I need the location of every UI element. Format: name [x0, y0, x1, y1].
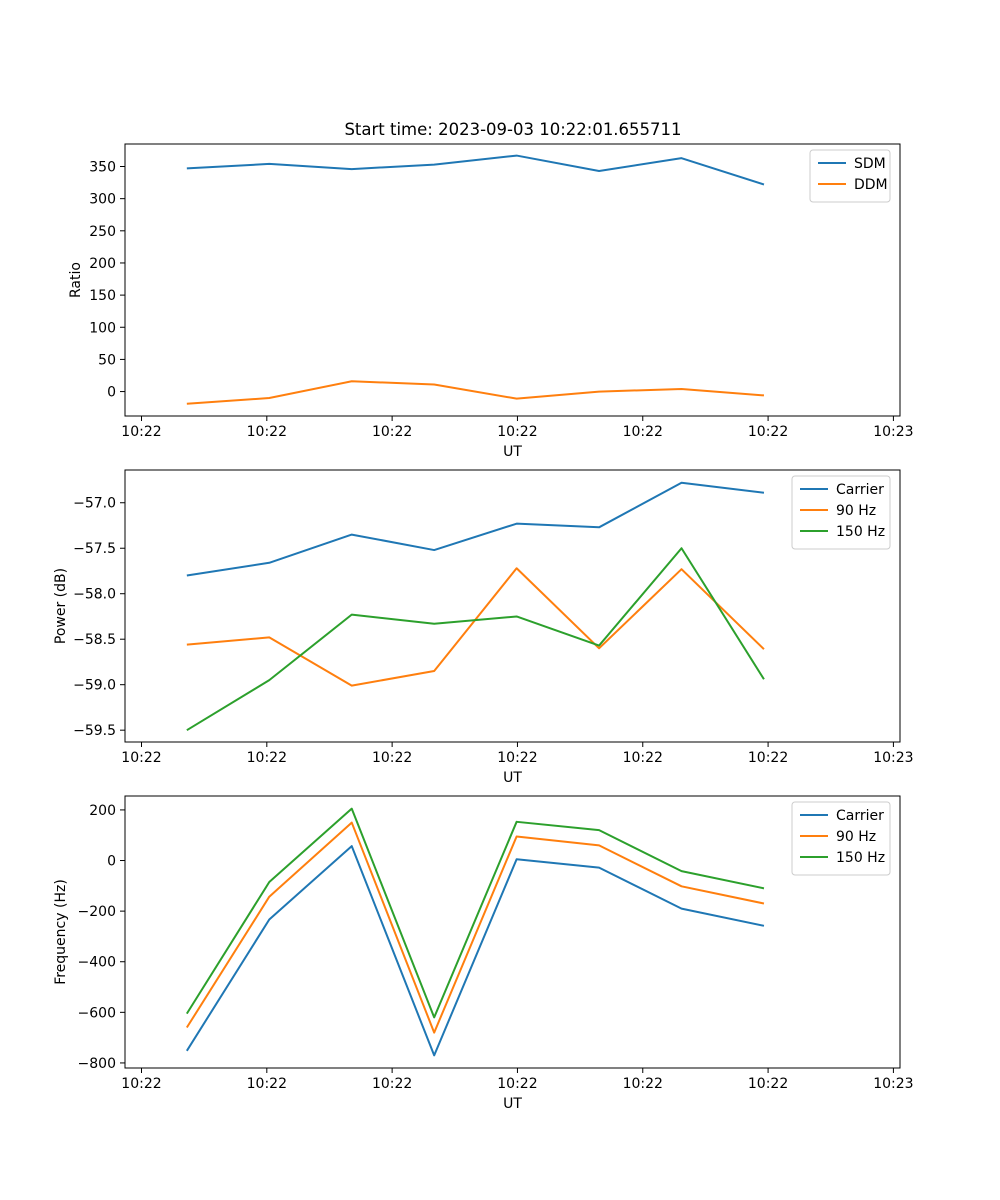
x-axis-label: UT	[503, 770, 522, 786]
y-tick-label: 0	[107, 385, 116, 401]
x-tick-label: 10:22	[247, 424, 287, 440]
figure-title: Start time: 2023-09-03 10:22:01.655711	[344, 120, 681, 139]
x-tick-label: 10:22	[372, 750, 412, 766]
axes-frame	[124, 795, 901, 1069]
legend: Carrier 90 Hz 150 Hz	[791, 801, 891, 876]
legend-label: SDM	[854, 156, 886, 172]
x-tick-label: 10:22	[372, 424, 412, 440]
y-tick-label: 200	[89, 256, 116, 272]
legend-label: 90 Hz	[836, 829, 876, 845]
legend: Carrier 90 Hz 150 Hz	[791, 475, 891, 550]
x-tick-label: 10:22	[748, 424, 788, 440]
x-tick-label: 10:22	[623, 1076, 663, 1092]
axes-frame	[124, 469, 901, 743]
y-tick-label: −59.0	[73, 678, 116, 694]
y-tick-label: −200	[78, 904, 116, 920]
x-tick-label: 10:22	[121, 750, 161, 766]
x-axis-label: UT	[503, 444, 522, 460]
y-tick-label: −57.5	[73, 541, 116, 557]
subplots: 10:22 10:22 10:22 10:22 10:22 10:22 10:23 0 50 10…	[53, 143, 914, 1112]
subplot-2: 10:22 10:22 10:22 10:22 10:22 10:22 10:23 −59.5…	[53, 469, 914, 786]
x-tick-label: 10:23	[873, 750, 913, 766]
x-tick-label: 10:23	[873, 424, 913, 440]
series-line-150-hz	[185, 807, 765, 1019]
series-line-sdm	[186, 154, 765, 186]
x-tick-label: 10:22	[497, 1076, 537, 1092]
x-tick-label: 10:22	[748, 750, 788, 766]
y-tick-label: −57.0	[73, 496, 116, 512]
x-tick-label: 10:22	[623, 424, 663, 440]
legend-label: Carrier	[836, 808, 884, 824]
y-tick-label: −59.5	[73, 723, 116, 739]
y-axis-label: Ratio	[68, 262, 84, 298]
x-tick-label: 10:22	[623, 750, 663, 766]
x-axis-label: UT	[503, 1096, 522, 1112]
x-tick-label: 10:22	[748, 1076, 788, 1092]
legend-label: Carrier	[836, 482, 884, 498]
y-tick-label: 200	[89, 803, 116, 819]
series-line-90-hz	[185, 821, 765, 1034]
subplot-1: 10:22 10:22 10:22 10:22 10:22 10:22 10:23 0 50 10…	[68, 143, 914, 460]
y-tick-label: −58.0	[73, 587, 116, 603]
y-tick-label: 300	[89, 192, 116, 208]
y-tick-label: 100	[89, 320, 116, 336]
x-tick-label: 10:22	[372, 1076, 412, 1092]
y-tick-label: −600	[78, 1005, 116, 1021]
y-axis-label: Frequency (Hz)	[53, 879, 69, 985]
x-tick-label: 10:22	[497, 424, 537, 440]
legend-label: 90 Hz	[836, 503, 876, 519]
y-tick-label: 250	[89, 224, 116, 240]
x-tick-label: 10:22	[121, 1076, 161, 1092]
series-line-90-hz	[186, 567, 765, 687]
y-tick-label: 350	[89, 160, 116, 176]
x-tick-label: 10:23	[873, 1076, 913, 1092]
legend-label: 150 Hz	[836, 524, 885, 540]
y-tick-label: 50	[98, 352, 116, 368]
x-tick-label: 10:22	[121, 424, 161, 440]
series-line-150-hz	[186, 547, 765, 732]
y-axis-label: Power (dB)	[53, 568, 69, 644]
subplot-3: 10:22 10:22 10:22 10:22 10:22 10:22 10:23 −800 −…	[53, 795, 914, 1112]
y-tick-label: −58.5	[73, 632, 116, 648]
x-tick-label: 10:22	[497, 750, 537, 766]
legend: SDM DDM	[809, 149, 891, 203]
y-tick-label: −400	[78, 955, 116, 971]
legend-label: DDM	[854, 177, 888, 193]
series-line-carrier	[186, 481, 765, 577]
legend-label: 150 Hz	[836, 850, 885, 866]
y-tick-label: 0	[107, 854, 116, 870]
x-tick-label: 10:22	[247, 750, 287, 766]
y-tick-label: 150	[89, 288, 116, 304]
series-line-carrier	[185, 845, 765, 1057]
y-tick-label: −800	[78, 1056, 116, 1072]
x-tick-label: 10:22	[247, 1076, 287, 1092]
axes-frame	[124, 143, 901, 417]
series-line-ddm	[186, 380, 765, 405]
